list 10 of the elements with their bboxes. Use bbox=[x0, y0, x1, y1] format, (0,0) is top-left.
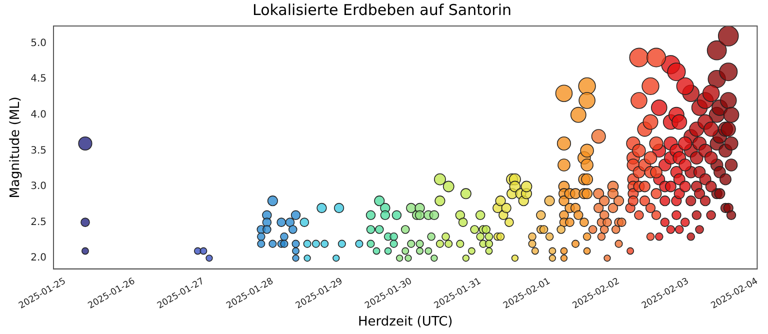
chart-title: Lokalisierte Erdbeben auf Santorin bbox=[252, 0, 512, 19]
y-tick-label: 3.0 bbox=[30, 181, 47, 192]
y-tick-label: 3.5 bbox=[30, 145, 47, 156]
x-axis-title: Herdzeit (UTC) bbox=[358, 314, 453, 330]
y-tick-label: 2.0 bbox=[30, 252, 47, 264]
y-tick-label: 4.0 bbox=[30, 109, 47, 120]
y-axis-title: Magnitude (ML) bbox=[8, 96, 24, 198]
y-tick-label: 2.5 bbox=[30, 216, 47, 228]
y-tick-label: 5.0 bbox=[30, 38, 47, 49]
y-tick-label: 4.5 bbox=[30, 74, 47, 85]
